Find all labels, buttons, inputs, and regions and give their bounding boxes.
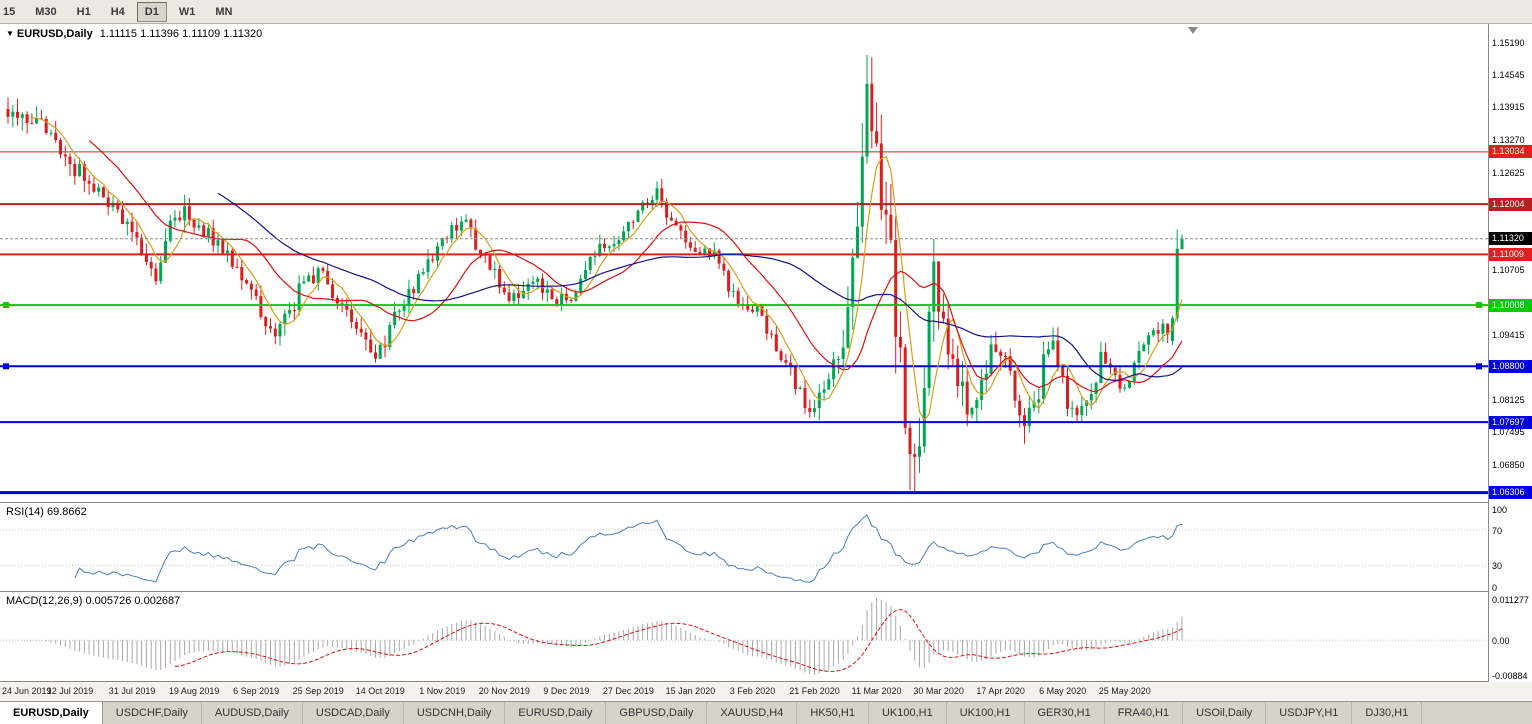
date-label: 25 Sep 2019 [292,686,344,696]
main-price-chart[interactable] [0,24,1488,503]
chart-tab[interactable]: USDJPY,H1 [1266,702,1353,724]
symbol-dropdown-icon: ▼ [6,29,14,38]
chart-tab[interactable]: HK50,H1 [797,702,869,724]
date-label: 15 Jan 2020 [665,686,716,696]
price-level-badge: 1.11009 [1489,247,1532,261]
price-level-badge: 1.10008 [1489,298,1532,312]
timeframe-button-h1[interactable]: H1 [76,5,91,18]
date-label: 30 Mar 2020 [913,686,964,696]
date-label: 31 Jul 2019 [108,686,156,696]
date-label: 27 Dec 2019 [602,686,654,696]
date-label: 6 Sep 2019 [233,686,280,696]
moving-averages-group [31,117,1183,422]
chart-ohlc-readout: 1.11115 1.11396 1.11109 1.11320 [99,28,263,40]
timeframe-button-mn[interactable]: MN [215,5,233,18]
date-label: 6 May 2020 [1039,686,1087,696]
chart-tab[interactable]: DJ30,H1 [1352,702,1423,724]
chart-tab[interactable]: UK100,H1 [869,702,947,724]
horizontal-levels-group [0,151,1488,495]
timeframe-button-m15[interactable]: 15 [3,5,16,18]
rsi-indicator-panel[interactable] [0,503,1488,592]
macd-histogram-group [12,598,1183,675]
price-tick-label: 1.08125 [1492,395,1525,406]
chart-tab[interactable]: UK100,H1 [947,702,1025,724]
chart-tab[interactable]: GBPUSD,Daily [606,702,708,724]
chart-tab[interactable]: XAUUSD,H4 [707,702,798,724]
macd-signal-line [174,608,1183,672]
price-axis[interactable]: 1.15190 1.14545 1.13915 1.13270 1.12625 1.107… [1488,24,1532,682]
chart-tab[interactable]: USDCNH,Daily [404,702,506,724]
macd-tick-label: 0.00 [1492,636,1510,647]
rsi-tick-label: 70 [1492,525,1503,536]
pane-separator [0,681,1532,682]
chart-shift-marker[interactable] [1188,27,1198,34]
chart-tab[interactable]: USOil,Daily [1183,702,1267,724]
pane-separator[interactable] [0,591,1532,592]
price-tick-label: 1.13270 [1492,134,1525,145]
rsi-tick-label: 100 [1492,505,1508,515]
date-label: 11 Mar 2020 [851,686,902,696]
timeframe-button-w1[interactable]: W1 [178,5,196,18]
timeframe-toolbar: 15 M30 H1 H4 D1 W1 MN [0,0,1532,24]
timeframe-button-h4[interactable]: H4 [110,5,125,18]
macd-tick-label: 0.011277 [1492,595,1529,605]
date-label: 20 Nov 2019 [478,686,530,696]
price-level-badge: 1.12004 [1489,197,1532,211]
current-price-badge: 1.11320 [1489,232,1532,246]
macd-tick-label: -0.00884 [1492,671,1528,681]
price-level-badge: 1.08800 [1489,359,1532,373]
date-label: 3 Feb 2020 [729,686,776,696]
timeframe-button-m30[interactable]: M30 [35,5,57,18]
date-label: 9 Dec 2019 [543,686,590,696]
date-label: 14 Oct 2019 [355,686,405,696]
date-label: 12 Jul 2019 [46,686,94,696]
date-label: 25 May 2020 [1098,686,1151,696]
pane-separator[interactable] [0,502,1532,503]
rsi-label: RSI(14) 69.8662 [6,506,87,518]
date-label: 19 Aug 2019 [168,686,220,696]
chart-tab[interactable]: EURUSD,Daily [0,702,103,724]
chart-tab-bar: EURUSD,Daily USDCHF,Daily AUDUSD,Daily U… [0,701,1532,724]
price-tick-label: 1.06850 [1492,460,1525,471]
timeframe-button-d1[interactable]: D1 [136,1,167,22]
chart-tab[interactable]: GER30,H1 [1025,702,1105,724]
price-tick-label: 1.07495 [1492,427,1525,438]
price-tick-label: 1.14545 [1492,70,1525,81]
rsi-line [74,514,1183,583]
date-label: 24 Jun 2019 [2,686,52,696]
date-label: 17 Apr 2020 [976,686,1025,696]
chart-tab[interactable]: EURUSD,Daily [505,702,607,724]
candles-group [6,54,1184,491]
macd-indicator-panel[interactable] [0,592,1488,682]
date-label: 1 Nov 2019 [419,686,466,696]
chart-title: ▼ EURUSD,Daily 1.11115 1.11396 1.11109 1.1… [6,28,262,40]
chart-tab[interactable]: FRA40,H1 [1105,702,1184,724]
chart-tab[interactable]: USDCAD,Daily [303,702,404,724]
price-level-badge: 1.13034 [1489,145,1532,159]
chart-tab[interactable]: USDCHF,Daily [103,702,202,724]
rsi-tick-label: 30 [1492,561,1503,572]
time-axis[interactable]: 24 Jun 2019 12 Jul 2019 31 Jul 2019 19 Aug … [0,682,1532,701]
date-label: 21 Feb 2020 [789,686,840,696]
price-level-badge: 1.07697 [1489,415,1532,429]
chart-tab[interactable]: AUDUSD,Daily [202,702,303,724]
macd-label: MACD(12,26,9) 0.005726 0.002687 [6,595,181,607]
price-level-badge: 1.06306 [1489,486,1532,500]
rsi-tick-label: 0 [1492,583,1498,593]
price-tick-label: 1.10705 [1492,264,1525,275]
price-tick-label: 1.13915 [1492,102,1525,113]
price-tick-label: 1.09415 [1492,330,1525,341]
price-tick-label: 1.12625 [1492,167,1525,178]
chart-symbol-label: EURUSD,Daily [16,28,93,40]
price-tick-label: 1.15190 [1492,37,1525,48]
